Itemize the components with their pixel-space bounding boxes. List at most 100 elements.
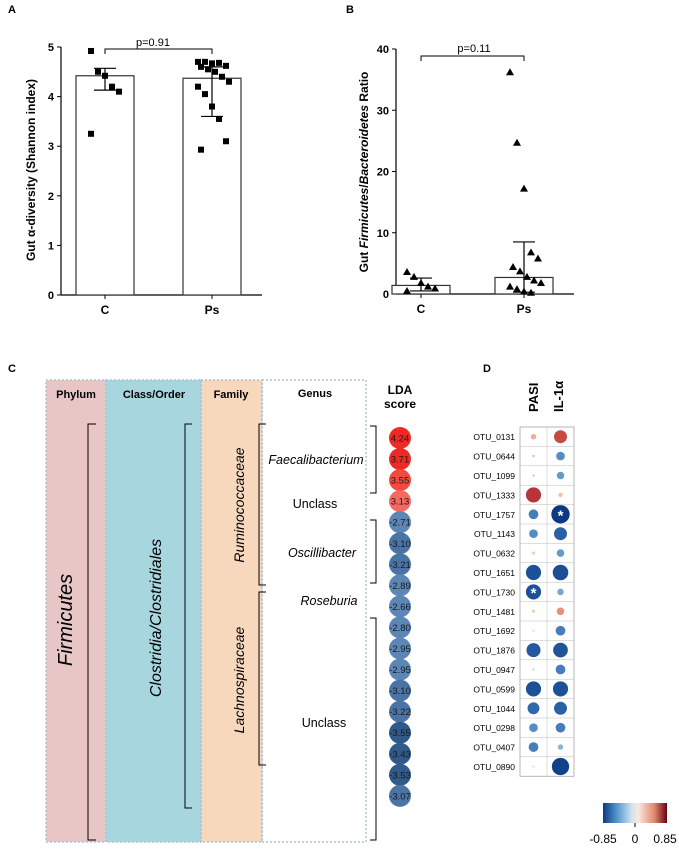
panel-b-pvalue: p=0.11 <box>457 43 490 55</box>
panel-b-xtick-label: Ps <box>517 302 532 316</box>
panel-b-point-Ps <box>520 184 528 192</box>
heatmap-cell-pasi <box>532 629 535 632</box>
panel-b-ylabel-slash: / <box>357 184 371 188</box>
significance-star: * <box>531 585 537 602</box>
panel-b-point-Ps <box>509 263 517 271</box>
phylum-bracket <box>87 423 96 841</box>
genus-faecalibacterium: Faecalibacterium <box>268 453 363 467</box>
heatmap-cell-il1 <box>557 588 564 596</box>
panel-a-ytick-label: 5 <box>48 42 54 54</box>
colorbar-min: -0.85 <box>589 832 617 846</box>
panel-a-point-Ps <box>216 115 222 122</box>
colorbar-zero: 0 <box>632 832 639 846</box>
heatmap-cell-pasi <box>526 643 541 658</box>
panel-b-point-Ps <box>520 287 528 295</box>
panel-d-heatmap: PASI IL-1α OTU_0131 OTU_0644 OTU_1099 OTU_1… <box>473 381 677 846</box>
lda-score-label: -2.95 <box>389 665 411 676</box>
heatmap-cell-il1 <box>556 451 565 461</box>
phylum-column <box>46 380 106 842</box>
panel-a-ytick-label: 4 <box>48 92 55 104</box>
panel-a-chart: Gut α-diversity (Shannon index) p=0.91 0… <box>24 37 262 317</box>
panel-b-point-C <box>403 267 411 275</box>
panel-a-point-Ps <box>209 60 215 67</box>
lda-score-label: 3.71 <box>391 455 410 466</box>
lda-score-label: -2.80 <box>389 623 411 634</box>
heatmap-cell-pasi <box>532 668 535 671</box>
heatmap-col-il1a: IL-1α <box>551 381 566 412</box>
heatmap-cell-pasi <box>527 702 540 715</box>
panel-b-point-C <box>403 286 411 294</box>
heatmap-cell-il1 <box>555 625 566 636</box>
family2-bracket <box>258 591 266 766</box>
lda-circle <box>389 784 411 807</box>
panel-a-point-Ps <box>216 59 222 66</box>
heatmap-row-label: OTU_1333 <box>473 490 515 500</box>
genus-oscill-bracket <box>370 519 377 584</box>
panel-a-point-C <box>102 72 108 79</box>
lda-circle <box>389 721 411 744</box>
genus-column <box>262 380 366 842</box>
lda-score-label: -3.43 <box>389 749 411 760</box>
lda-score-label: -2.66 <box>389 602 411 613</box>
heatmap-cell-pasi <box>532 474 535 477</box>
lda-circle <box>389 574 411 597</box>
class-bracket <box>184 423 192 809</box>
panel-c-taxonomy: Phylum Class/Order Family Genus LDA scor… <box>45 379 416 843</box>
heatmap-cell-il1 <box>554 430 567 444</box>
panel-a-ytick-label: 0 <box>48 290 54 302</box>
family-ruminococcaceae: Ruminococcaceae <box>231 447 247 562</box>
heatmap-row-label: OTU_0632 <box>473 549 515 559</box>
lda-score-label: -3.53 <box>389 770 411 781</box>
lda-circle <box>389 595 411 618</box>
panel-a-ytick-label: 1 <box>48 240 54 252</box>
lda-circle <box>389 490 411 513</box>
panel-a-point-Ps <box>223 138 229 145</box>
heatmap-cell-il1 <box>551 757 570 776</box>
heatmap-row-label: OTU_0407 <box>473 743 515 753</box>
lda-score-label: -3.55 <box>389 728 411 739</box>
panel-b-point-Ps <box>513 285 521 293</box>
panel-b-point-C <box>424 282 432 290</box>
panel-a-point-Ps <box>212 68 218 75</box>
panel-b-point-Ps <box>506 282 514 290</box>
panel-a-pvalue: p=0.91 <box>136 37 170 49</box>
lda-score-label: -3.10 <box>389 539 411 550</box>
panel-b-letter: B <box>346 4 354 16</box>
heatmap-cell-pasi <box>529 723 538 733</box>
panel-b-point-Ps <box>516 267 524 275</box>
panel-b-pvalue-bracket <box>420 55 525 61</box>
panel-a-point-Ps <box>219 73 225 80</box>
phylum-name: Firmicutes <box>55 574 77 666</box>
panel-b-point-C <box>431 284 439 292</box>
panel-a-point-Ps <box>198 146 204 153</box>
header-phylum: Phylum <box>56 389 96 401</box>
panel-b-point-Ps <box>530 276 538 284</box>
panel-b-point-C <box>417 278 425 286</box>
heatmap-cell-il1 <box>554 527 567 541</box>
heatmap-cell-pasi <box>525 564 542 581</box>
heatmap-cell-pasi <box>529 529 538 539</box>
colorbar-max: 0.85 <box>653 832 677 846</box>
lda-circle <box>389 532 411 555</box>
heatmap-row-label: OTU_0947 <box>473 665 515 675</box>
lda-circle <box>389 511 411 534</box>
panel-b-ylabel-bacteroidetes: Bacteroidetes <box>357 105 371 185</box>
heatmap-cell-il1 <box>556 471 565 480</box>
lda-score-column: 4.24 3.71 3.55 3.13 -2.71 -3.10 -3.21 -2.89 -2.6… <box>389 427 411 807</box>
panel-a-point-C <box>88 47 94 54</box>
heatmap-cell-il1 <box>551 505 570 524</box>
panel-b-point-Ps <box>527 248 535 256</box>
significance-star: * <box>558 507 564 524</box>
panel-a-point-C <box>95 68 101 75</box>
panel-b-point-Ps <box>513 138 521 146</box>
header-score: score <box>384 397 416 411</box>
header-family: Family <box>214 389 250 401</box>
panel-a-bar-C <box>75 75 135 296</box>
panel-a-point-Ps <box>226 78 232 85</box>
colorbar <box>603 803 667 823</box>
panel-b-point-Ps <box>537 278 545 286</box>
heatmap-row-label: OTU_0644 <box>473 452 515 462</box>
header-genus: Genus <box>298 388 332 400</box>
genus-unclass2-bracket <box>370 617 377 841</box>
heatmap-row-label: OTU_1044 <box>473 704 515 714</box>
